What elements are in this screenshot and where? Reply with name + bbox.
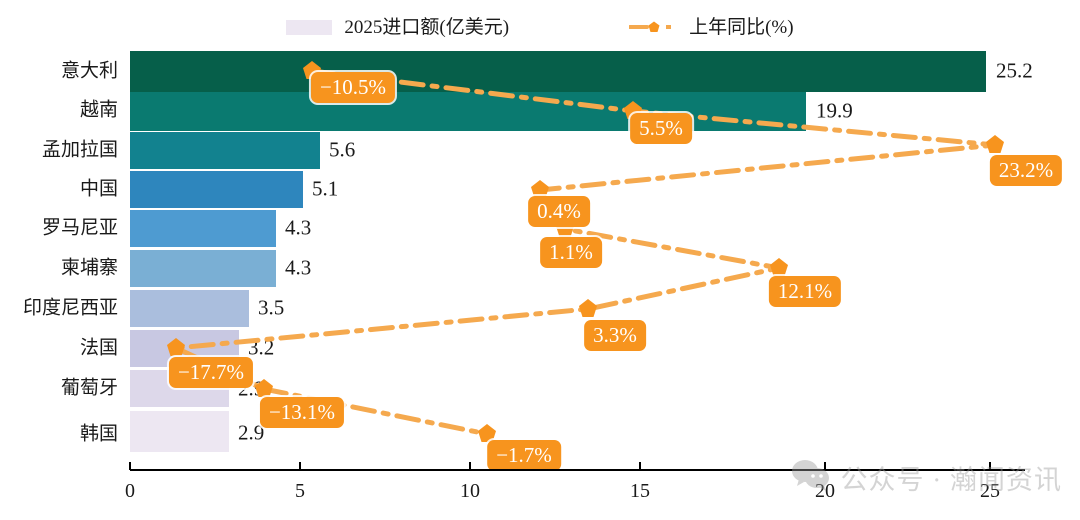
yoy-label-3: 0.4% xyxy=(528,196,590,228)
bar-value-5: 4.3 xyxy=(285,255,312,280)
yoy-label-4: 1.1% xyxy=(540,237,602,269)
bar-value-2: 5.6 xyxy=(329,137,356,162)
x-tick-label-2: 10 xyxy=(460,480,480,502)
x-tick-label-1: 5 xyxy=(295,480,305,502)
x-tick-label-4: 20 xyxy=(815,480,835,502)
yoy-marker-6[interactable] xyxy=(579,299,597,317)
yoy-label-9: −1.7% xyxy=(487,440,561,472)
legend-bar-series-label: 2025进口额(亿美元) xyxy=(344,16,510,38)
yoy-label-6: 3.3% xyxy=(584,320,646,352)
legend-line-series-label: 上年同比(%) xyxy=(689,16,794,38)
y-axis-label-6: 印度尼西亚 xyxy=(22,297,118,319)
bar-0[interactable] xyxy=(130,51,986,92)
yoy-label-8: −13.1% xyxy=(259,397,345,429)
bar-5[interactable] xyxy=(130,250,276,287)
bar-3[interactable] xyxy=(130,171,303,208)
bar-value-3: 5.1 xyxy=(312,176,339,201)
yoy-label-5: 12.1% xyxy=(768,276,842,308)
yoy-marker-8[interactable] xyxy=(255,379,273,397)
x-tick-label-3: 15 xyxy=(630,480,650,502)
yoy-marker-2[interactable] xyxy=(986,135,1004,153)
x-axis xyxy=(129,462,1025,471)
y-axis-label-7: 法国 xyxy=(79,337,118,359)
bar-value-1: 19.9 xyxy=(816,98,853,123)
bar-4[interactable] xyxy=(130,210,276,247)
y-axis-label-8: 葡萄牙 xyxy=(60,377,118,399)
y-axis-label-1: 越南 xyxy=(79,99,118,121)
bar-6[interactable] xyxy=(130,290,249,327)
yoy-line xyxy=(166,68,996,437)
yoy-label-0: −10.5% xyxy=(310,72,396,104)
yoy-label-7: −17.7% xyxy=(168,357,254,389)
bar-value-4: 4.3 xyxy=(285,215,312,240)
y-axis-label-2: 孟加拉国 xyxy=(41,139,118,161)
y-axis-label-3: 中国 xyxy=(79,178,118,200)
y-axis-label-5: 柬埔寨 xyxy=(60,257,118,279)
yoy-marker-7[interactable] xyxy=(167,338,185,356)
legend-item-bar-series[interactable]: 2025进口额(亿美元) xyxy=(286,18,509,37)
y-axis-label-0: 意大利 xyxy=(60,60,118,82)
bar-value-9: 2.9 xyxy=(238,420,265,445)
chart-legend: 2025进口额(亿美元) 上年同比(%) xyxy=(0,14,1080,40)
bar-1[interactable] xyxy=(130,92,806,131)
y-axis-label-4: 罗马尼亚 xyxy=(41,217,118,239)
bar-value-6: 3.5 xyxy=(258,295,285,320)
bar-value-0: 25.2 xyxy=(996,58,1033,83)
legend-item-line-series[interactable]: 上年同比(%) xyxy=(628,16,794,38)
bar-2[interactable] xyxy=(130,132,320,169)
yoy-label-2: 23.2% xyxy=(989,155,1063,187)
x-tick-label-0: 0 xyxy=(125,480,135,502)
yoy-marker-3[interactable] xyxy=(531,180,549,198)
legend-bar-swatch-icon xyxy=(286,19,333,35)
yoy-marker-5[interactable] xyxy=(770,258,788,276)
y-axis-labels: 意大利 越南 孟加拉国 中国 罗马尼亚 柬埔寨 印度尼西亚 法国 葡萄牙 韩国 xyxy=(0,0,118,519)
bar-9[interactable] xyxy=(130,411,229,452)
yoy-marker-9[interactable] xyxy=(478,424,496,442)
legend-line-swatch-icon xyxy=(628,20,677,34)
y-axis-label-9: 韩国 xyxy=(79,423,118,445)
yoy-label-1: 5.5% xyxy=(630,113,692,145)
x-tick-label-5: 25 xyxy=(980,480,1000,502)
